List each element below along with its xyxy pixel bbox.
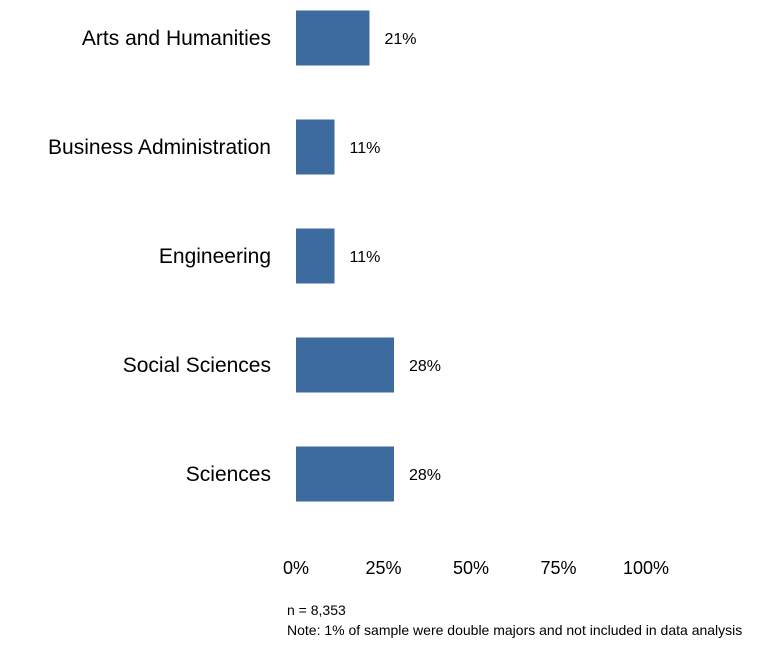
bar-chart: Arts and Humanities 21% Business Administr… <box>48 10 669 578</box>
bar <box>296 119 335 175</box>
category-label: Social Sciences <box>123 354 271 377</box>
category-label: Sciences <box>186 463 271 486</box>
data-label: 21% <box>385 31 417 48</box>
footnote: Note: 1% of sample were double majors an… <box>287 622 743 638</box>
category-label: Engineering <box>159 245 271 268</box>
category-label: Arts and Humanities <box>82 27 271 50</box>
data-label: 28% <box>409 467 441 484</box>
category-label: Business Administration <box>48 136 271 159</box>
x-tick-label: 100% <box>623 558 669 578</box>
bar <box>296 10 370 66</box>
bar <box>296 228 335 284</box>
x-tick-label: 0% <box>283 558 309 578</box>
x-tick-label: 50% <box>453 558 489 578</box>
data-label: 28% <box>409 358 441 375</box>
sample-size: n = 8,353 <box>287 602 346 618</box>
data-label: 11% <box>350 140 381 157</box>
x-tick-label: 75% <box>540 558 576 578</box>
bar <box>296 337 394 393</box>
chart-notes: n = 8,353 Note: 1% of sample were double… <box>287 600 757 640</box>
bar <box>296 446 394 502</box>
data-label: 11% <box>350 249 381 266</box>
x-tick-label: 25% <box>365 558 401 578</box>
